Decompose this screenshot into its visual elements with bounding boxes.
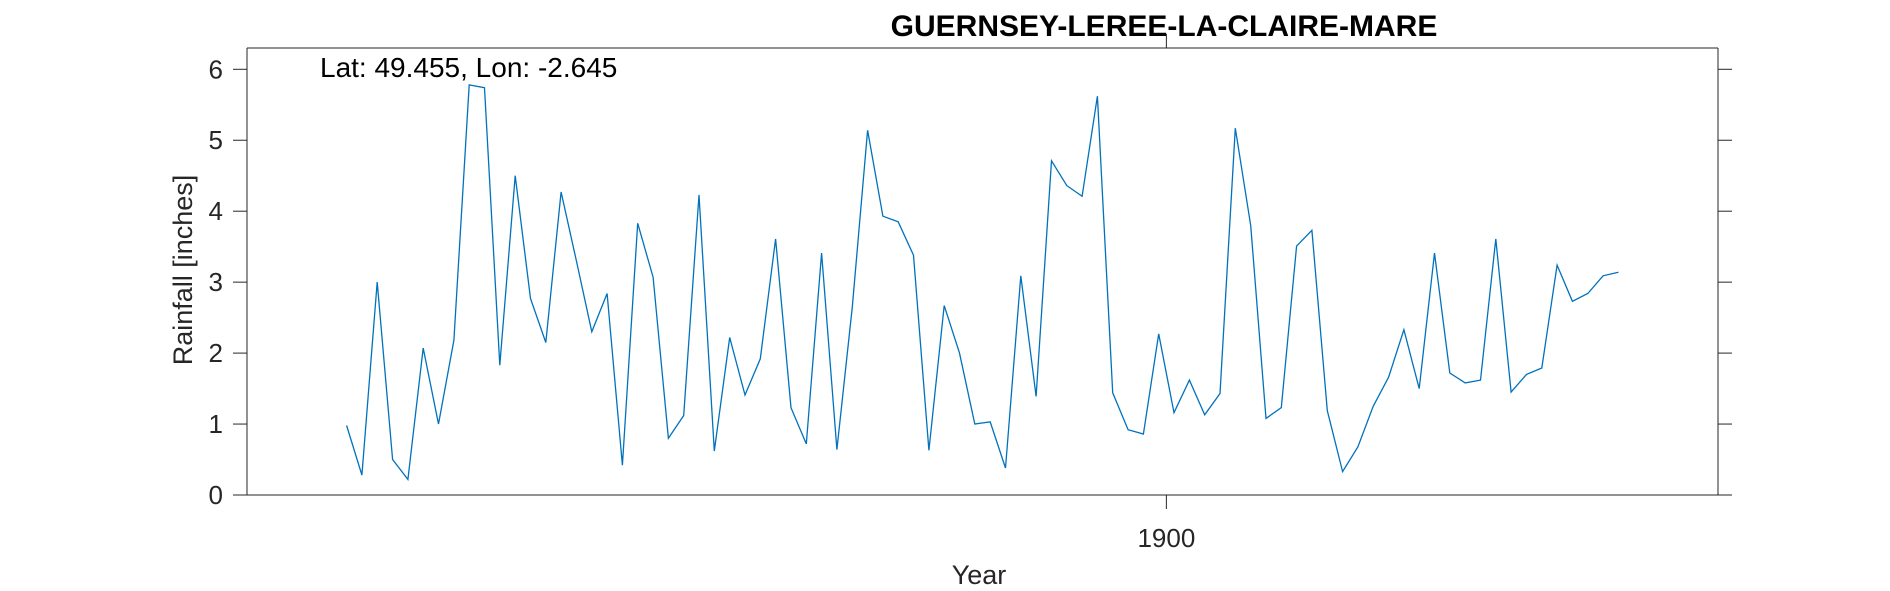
rainfall-series-line <box>345 84 1619 482</box>
y-tick-label: 0 <box>209 480 223 510</box>
y-axis-label: Rainfall [inches] <box>168 175 198 366</box>
y-tick-label: 4 <box>209 196 223 226</box>
x-axis-label: Year <box>952 560 1007 590</box>
chart-title: GUERNSEY-LEREE-LA-CLAIRE-MARE <box>891 10 1438 43</box>
y-tick-label: 5 <box>209 125 223 155</box>
x-tick-label: 1900 <box>1137 523 1195 553</box>
y-tick-label: 3 <box>209 267 223 297</box>
y-tick-label: 6 <box>209 54 223 84</box>
plot-area: 0 1 2 3 4 5 6 1900 <box>209 34 1732 553</box>
location-annotation: Lat: 49.455, Lon: -2.645 <box>320 52 617 83</box>
y-tick-label: 2 <box>209 338 223 368</box>
y-tick-label: 1 <box>209 409 223 439</box>
